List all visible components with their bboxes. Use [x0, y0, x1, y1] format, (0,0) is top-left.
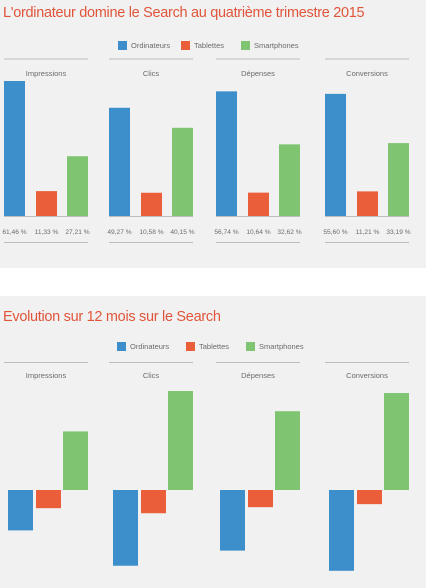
- bar-conversions-smartphones: [388, 143, 409, 216]
- bar-clics-smartphones: [172, 127, 193, 216]
- bar-chart-evolution: Impressions Clics Dépenses Conversions: [4, 362, 409, 571]
- group-label: Dépenses: [241, 69, 275, 78]
- data-label: 32,62 %: [277, 229, 301, 236]
- bar-depenses-ordinateurs: [220, 490, 245, 551]
- legend-swatch-ordinateurs: [117, 342, 126, 351]
- bar-clics-ordinateurs: [113, 490, 138, 566]
- bar-chart-share: Impressions 61,46 % 11,33 % 27,21 % Clics 49,…: [2, 58, 411, 243]
- group-label: Conversions: [346, 69, 388, 78]
- group-label: Clics: [143, 69, 159, 78]
- chart-title: L'ordinateur domine le Search au quatriè…: [3, 5, 365, 21]
- bar-clics-tablettes: [141, 490, 166, 514]
- data-label: 10,64 %: [246, 229, 270, 236]
- bar-clics-tablettes: [141, 192, 162, 216]
- bar-conversions-ordinateurs: [325, 93, 346, 216]
- bar-conversions-tablettes: [357, 490, 382, 505]
- legend-label: Tablettes: [194, 41, 225, 50]
- legend-swatch-tablettes: [186, 342, 195, 351]
- data-label: 11,21 %: [356, 229, 380, 236]
- group-label: Clics: [143, 371, 159, 380]
- data-label: 27,21 %: [65, 229, 89, 236]
- group-label: Impressions: [26, 371, 67, 380]
- chart-legend: Ordinateurs Tablettes Smartphones: [0, 40, 426, 52]
- chart-panel-share: L'ordinateur domine le Search au quatriè…: [0, 0, 426, 268]
- data-label: 11,33 %: [35, 229, 59, 236]
- legend-label: Tablettes: [199, 342, 230, 351]
- chart-title: Evolution sur 12 mois sur le Search: [3, 309, 221, 325]
- group-label: Dépenses: [241, 371, 275, 380]
- bar-depenses-smartphones: [275, 411, 300, 490]
- bar-impressions-smartphones: [67, 156, 88, 216]
- data-label: 56,74 %: [214, 229, 238, 236]
- bar-conversions-ordinateurs: [329, 490, 354, 571]
- data-label: 10,58 %: [139, 229, 163, 236]
- legend-swatch-ordinateurs: [118, 41, 127, 50]
- data-label: 61,46 %: [2, 229, 26, 236]
- bar-depenses-ordinateurs: [216, 91, 237, 216]
- bar-depenses-tablettes: [248, 192, 269, 216]
- bar-clics-smartphones: [168, 391, 193, 490]
- legend-swatch-smartphones: [241, 41, 250, 50]
- legend-label: Ordinateurs: [131, 41, 171, 50]
- bar-impressions-ordinateurs: [4, 81, 25, 216]
- bar-depenses-tablettes: [248, 490, 273, 508]
- group-label: Impressions: [26, 69, 67, 78]
- chart-panel-evolution: Evolution sur 12 mois sur le Search Ordi…: [0, 296, 426, 588]
- bar-impressions-ordinateurs: [8, 490, 33, 531]
- data-label: 40,15 %: [170, 229, 194, 236]
- legend-swatch-tablettes: [181, 41, 190, 50]
- data-label: 55,60 %: [323, 229, 347, 236]
- legend-label: Smartphones: [259, 342, 304, 351]
- legend-swatch-smartphones: [246, 342, 255, 351]
- group-label: Conversions: [346, 371, 388, 380]
- legend-label: Ordinateurs: [130, 342, 170, 351]
- bar-conversions-tablettes: [357, 191, 378, 216]
- data-label: 33,19 %: [386, 229, 410, 236]
- chart-legend: Ordinateurs Tablettes Smartphones: [0, 341, 426, 353]
- bar-depenses-smartphones: [279, 144, 300, 216]
- bar-clics-ordinateurs: [109, 107, 130, 216]
- bar-impressions-smartphones: [63, 431, 88, 490]
- legend-label: Smartphones: [254, 41, 299, 50]
- bar-impressions-tablettes: [36, 191, 57, 216]
- bar-conversions-smartphones: [384, 393, 409, 490]
- bar-impressions-tablettes: [36, 490, 61, 509]
- data-label: 49,27 %: [107, 229, 131, 236]
